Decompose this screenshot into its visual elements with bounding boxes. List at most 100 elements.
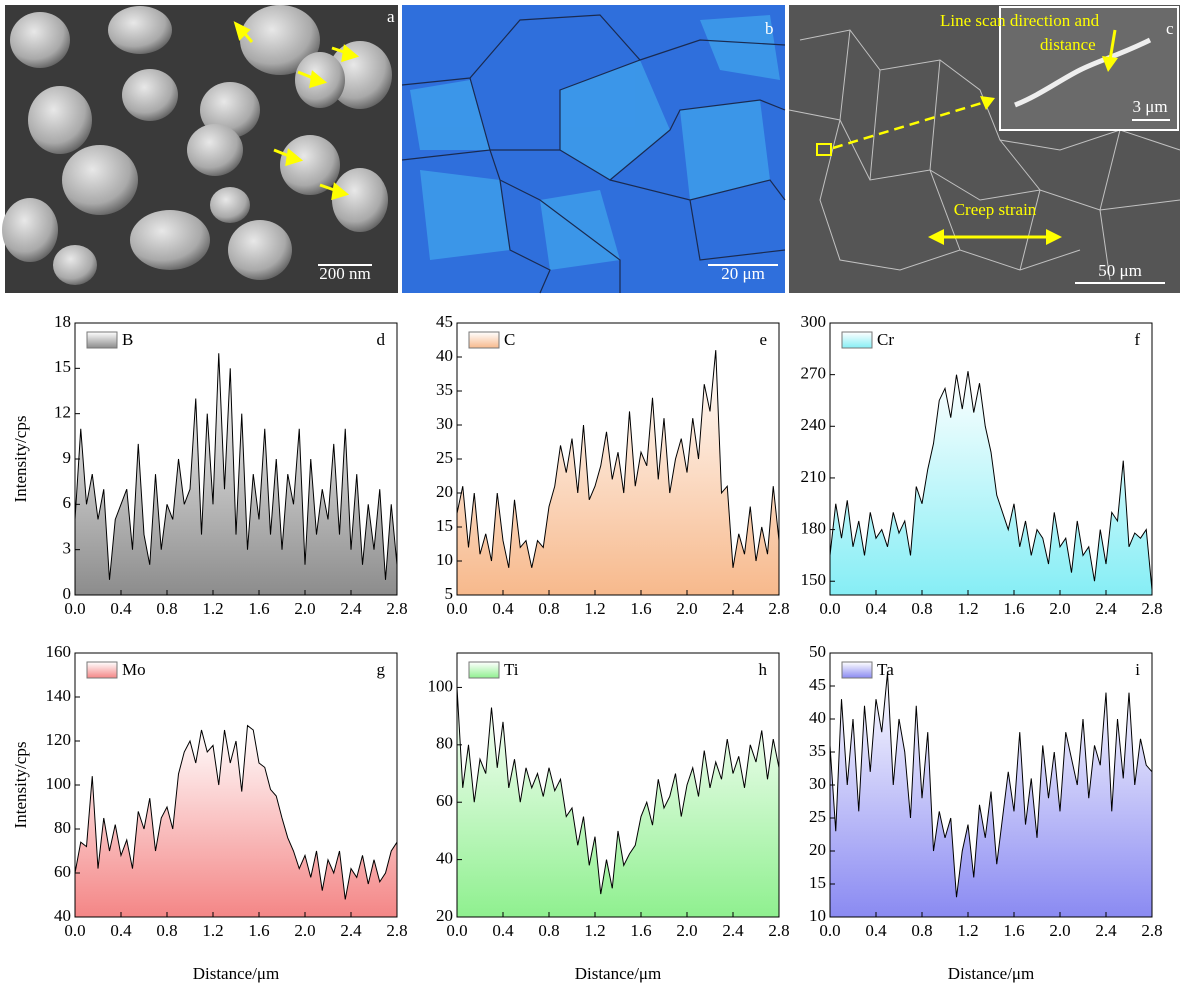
scale-bar-label: 50 μm bbox=[1098, 261, 1142, 280]
x-tick-label: 1.6 bbox=[248, 599, 269, 618]
y-tick-label: 240 bbox=[801, 415, 827, 434]
y-tick-label: 150 bbox=[801, 570, 827, 589]
y-tick-label: 15 bbox=[809, 873, 826, 892]
y-tick-label: 300 bbox=[801, 312, 827, 331]
x-tick-label: 0.0 bbox=[819, 599, 840, 618]
x-tick-label: 2.8 bbox=[768, 599, 789, 618]
x-tick-label: 0.8 bbox=[156, 921, 177, 940]
figure: a 200 nm b 20 μm c 3 μm 50 μm Line scan … bbox=[0, 0, 1184, 987]
x-tick-label: 2.4 bbox=[340, 921, 362, 940]
x-tick-label: 0.0 bbox=[819, 921, 840, 940]
y-tick-label: 3 bbox=[63, 539, 72, 558]
y-tick-label: 25 bbox=[436, 448, 453, 467]
x-tick-label: 1.6 bbox=[630, 921, 651, 940]
y-tick-label: 18 bbox=[54, 312, 71, 331]
area-fill bbox=[75, 353, 397, 595]
x-tick-label: 1.2 bbox=[584, 599, 605, 618]
x-tick-label: 2.0 bbox=[676, 599, 697, 618]
x-tick-label: 1.6 bbox=[248, 921, 269, 940]
panel-label: c bbox=[1166, 19, 1174, 38]
sem-image-c bbox=[789, 5, 1180, 293]
y-tick-label: 10 bbox=[436, 550, 453, 569]
y-tick-label: 60 bbox=[54, 862, 71, 881]
y-tick-label: 40 bbox=[436, 849, 453, 868]
x-tick-label: 1.6 bbox=[1003, 921, 1024, 940]
y-tick-label: 12 bbox=[54, 403, 71, 422]
legend-label: Mo bbox=[122, 660, 146, 679]
y-tick-label: 270 bbox=[801, 364, 827, 383]
line-chart: Ti204060801000.00.40.81.21.62.02.42.8hDi… bbox=[428, 653, 790, 983]
x-tick-label: 0.8 bbox=[538, 921, 559, 940]
x-tick-label: 0.4 bbox=[492, 599, 514, 618]
x-tick-label: 0.4 bbox=[110, 599, 132, 618]
legend-swatch bbox=[842, 332, 872, 348]
x-tick-label: 0.8 bbox=[911, 921, 932, 940]
x-tick-label: 1.2 bbox=[202, 599, 223, 618]
x-tick-label: 1.2 bbox=[202, 921, 223, 940]
y-tick-label: 160 bbox=[46, 642, 72, 661]
x-tick-label: 2.4 bbox=[1095, 599, 1117, 618]
y-tick-label: 120 bbox=[46, 730, 72, 749]
y-tick-label: 80 bbox=[54, 818, 71, 837]
x-tick-label: 1.6 bbox=[1003, 599, 1024, 618]
x-tick-label: 0.8 bbox=[156, 599, 177, 618]
panel-label: d bbox=[377, 330, 386, 349]
y-tick-label: 50 bbox=[809, 642, 826, 661]
scale-bar-label: 200 nm bbox=[319, 264, 370, 283]
ebsd-image-b bbox=[402, 5, 785, 293]
y-tick-label: 100 bbox=[428, 676, 454, 695]
y-tick-label: 6 bbox=[63, 493, 72, 512]
legend-label: Cr bbox=[877, 330, 894, 349]
x-tick-label: 2.0 bbox=[1049, 921, 1070, 940]
x-tick-label: 2.0 bbox=[294, 921, 315, 940]
scale-bar-label: 20 μm bbox=[721, 264, 765, 283]
y-axis-label: Intensity/cps bbox=[11, 416, 30, 503]
y-tick-label: 100 bbox=[46, 774, 72, 793]
y-tick-label: 80 bbox=[436, 734, 453, 753]
panel-label: h bbox=[759, 660, 768, 679]
x-tick-label: 2.0 bbox=[294, 599, 315, 618]
x-axis-label: Distance/μm bbox=[948, 964, 1035, 983]
x-tick-label: 2.8 bbox=[386, 921, 407, 940]
area-fill bbox=[457, 350, 779, 595]
x-tick-label: 1.6 bbox=[630, 599, 651, 618]
x-tick-label: 1.2 bbox=[957, 599, 978, 618]
legend-swatch bbox=[87, 662, 117, 678]
x-tick-label: 2.0 bbox=[676, 921, 697, 940]
legend-label: Ti bbox=[504, 660, 519, 679]
y-tick-label: 45 bbox=[809, 675, 826, 694]
y-tick-label: 15 bbox=[436, 516, 453, 535]
x-tick-label: 0.8 bbox=[911, 599, 932, 618]
x-tick-label: 2.4 bbox=[722, 599, 744, 618]
panel-label: e bbox=[759, 330, 767, 349]
x-axis-label: Distance/μm bbox=[193, 964, 280, 983]
x-tick-label: 0.0 bbox=[446, 599, 467, 618]
legend-swatch bbox=[469, 332, 499, 348]
legend-swatch bbox=[87, 332, 117, 348]
y-tick-label: 210 bbox=[801, 467, 827, 486]
x-tick-label: 0.0 bbox=[64, 599, 85, 618]
x-tick-label: 2.4 bbox=[340, 599, 362, 618]
y-tick-label: 40 bbox=[809, 708, 826, 727]
x-tick-label: 1.2 bbox=[957, 921, 978, 940]
y-tick-label: 25 bbox=[809, 807, 826, 826]
y-tick-label: 40 bbox=[436, 346, 453, 365]
x-axis-label: Distance/μm bbox=[575, 964, 662, 983]
area-fill bbox=[457, 687, 779, 917]
panel-label: f bbox=[1134, 330, 1140, 349]
annotation: distance bbox=[1040, 35, 1096, 54]
y-tick-label: 140 bbox=[46, 686, 72, 705]
legend-swatch bbox=[842, 662, 872, 678]
line-chart: Mo4060801001201401600.00.40.81.21.62.02.… bbox=[11, 642, 408, 983]
x-tick-label: 0.4 bbox=[865, 921, 887, 940]
legend-label: B bbox=[122, 330, 133, 349]
y-axis-label: Intensity/cps bbox=[11, 742, 30, 829]
panel-label: g bbox=[377, 660, 386, 679]
inset-scale-label: 3 μm bbox=[1132, 97, 1167, 116]
y-tick-label: 60 bbox=[436, 791, 453, 810]
x-tick-label: 0.4 bbox=[110, 921, 132, 940]
